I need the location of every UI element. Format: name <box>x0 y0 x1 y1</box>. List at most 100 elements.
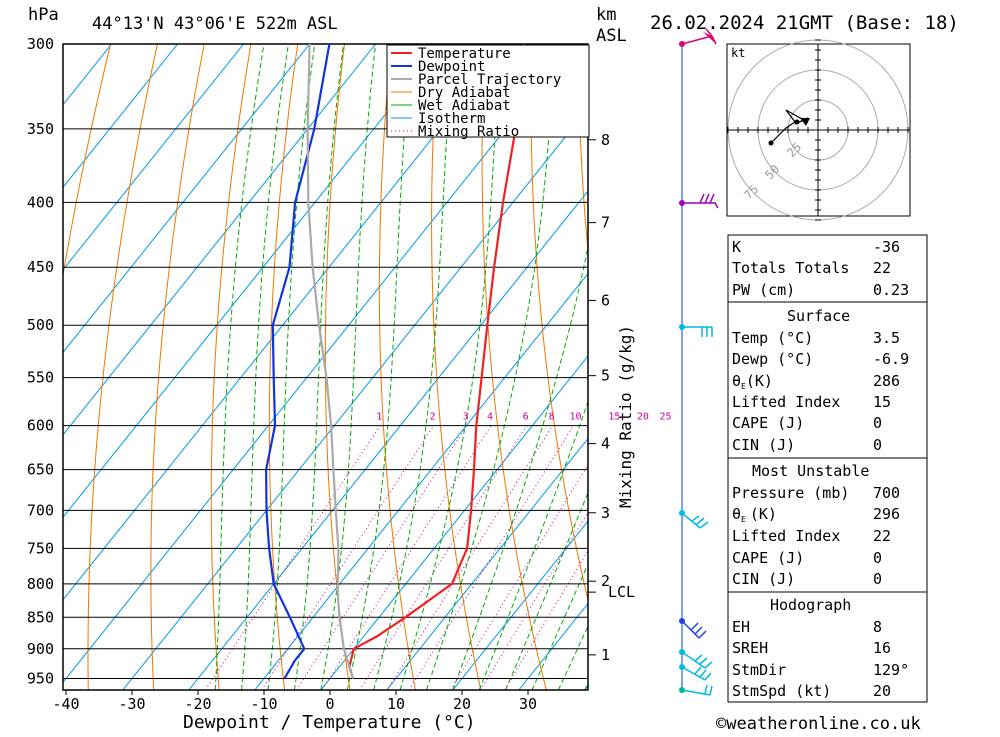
mixing-ratio-label: 4 <box>487 412 493 423</box>
mu-theta-unit: (K) <box>750 505 777 523</box>
dry-adiabat-line <box>906 44 1000 690</box>
mixing-ratio-line <box>408 425 574 690</box>
isotherm-line <box>63 44 245 271</box>
surface-title: Surface <box>787 307 850 325</box>
mixing-ratio-label: 10 <box>569 412 581 423</box>
mixing-ratio-line <box>261 425 435 690</box>
km-tick-label: 3 <box>601 504 610 522</box>
mu-theta-value: 296 <box>873 505 900 523</box>
mixing-ratio-line <box>321 425 492 690</box>
surface-li-value: 15 <box>873 393 891 411</box>
km-tick-label: 4 <box>601 435 610 453</box>
surface-theta-unit: (K) <box>746 372 773 390</box>
isotherm-line <box>254 272 588 690</box>
hodo-eh-label: EH <box>732 618 750 636</box>
mu-theta-symbol: θ <box>732 505 741 523</box>
pressure-tick-label: 750 <box>27 539 54 557</box>
mixing-ratio-label: 3 <box>463 412 469 423</box>
wet-adiabat-line <box>452 244 588 690</box>
surface-dewp-label: Dewp (°C) <box>732 350 813 368</box>
footer-credit: ©weatheronline.co.uk <box>716 714 921 733</box>
pressure-tick-label: 500 <box>27 316 54 334</box>
x-tick-label: 10 <box>387 695 405 713</box>
mixing-ratio-label: 8 <box>549 412 555 423</box>
wind-barb-500 <box>682 326 713 337</box>
mu-cape-value: 0 <box>873 549 882 567</box>
mixing-ratio-line <box>504 549 588 690</box>
dry-adiabat-line <box>150 44 205 690</box>
hodo-stmdir-label: StmDir <box>732 661 786 679</box>
km-tick-label: 8 <box>601 131 610 149</box>
isotherm-line <box>0 44 46 690</box>
x-tick-label: 0 <box>325 695 334 713</box>
dry-adiabat-line <box>87 44 158 690</box>
legend-label-wet-adiabat: Wet Adiabat <box>418 98 511 114</box>
asl-label: ASL <box>596 26 627 46</box>
hodo-stmspd-value: 20 <box>873 682 891 700</box>
mixing-ratio-label: 15 <box>608 412 620 423</box>
copyright-icon: © <box>716 714 727 733</box>
x-tick-label: 30 <box>519 695 537 713</box>
surface-theta-value: 286 <box>873 372 900 390</box>
surface-li-label: Lifted Index <box>732 393 840 411</box>
dry-adiabat-line <box>431 44 482 690</box>
wind-barb-850 <box>681 620 707 639</box>
legend-label-temperature: Temperature <box>418 46 511 62</box>
dry-adiabat-line <box>210 44 252 690</box>
pressure-tick-label: 450 <box>27 258 54 276</box>
wet-adiabat-line <box>214 44 265 690</box>
pressure-tick-label: 900 <box>27 640 54 658</box>
km-axis: 1 2 3 4 5 6 7 8 LCL <box>588 131 635 664</box>
footer-site: weatheronline.co.uk <box>726 714 920 733</box>
most-unstable-table: Most Unstable Pressure (mb) 700 θE (K) 29… <box>727 457 928 593</box>
isotherm-line <box>63 44 113 106</box>
mixing-ratio-line <box>204 425 381 690</box>
mixing-ratio-line <box>296 425 468 690</box>
km-tick-label: 7 <box>601 214 610 232</box>
isotherm-line <box>122 107 588 690</box>
wind-barb-900 <box>681 651 713 669</box>
mu-theta-label: θE (K) <box>732 505 777 524</box>
pressure-tick-label: 850 <box>27 608 54 626</box>
isotherm-line <box>63 44 311 354</box>
x-tick-label: -40 <box>52 695 79 713</box>
mixing-ratio-axis-title: Mixing Ratio (g/kg) <box>616 325 635 508</box>
surface-cin-value: 0 <box>873 436 882 454</box>
index-k-value: -36 <box>873 238 900 256</box>
legend-label-dry-adiabat: Dry Adiabat <box>418 85 511 101</box>
isotherm-line <box>63 44 575 684</box>
wet-adiabat-line <box>267 44 316 690</box>
dry-adiabat-line <box>953 44 1000 690</box>
surface-cape-value: 0 <box>873 414 882 432</box>
mixing-ratio-line <box>449 464 588 690</box>
hodo-stmspd-label: StmSpd (kt) <box>732 682 831 700</box>
mixing-ratio-line <box>386 425 554 690</box>
pressure-tick-label: 650 <box>27 461 54 479</box>
hpa-label: hPa <box>28 5 59 25</box>
isotherm-line <box>386 437 588 690</box>
km-tick-label: 1 <box>601 646 610 664</box>
mu-pressure-label: Pressure (mb) <box>732 484 849 502</box>
hodo-stmdir-value: 129° <box>873 661 909 679</box>
index-table-top: K -36 Totals Totals 22 PW (cm) 0.23 <box>727 234 928 303</box>
wet-adiabat-line <box>241 44 289 690</box>
wind-pennant-300 <box>703 32 716 44</box>
wet-adiabat-line <box>505 491 588 690</box>
index-k-label: K <box>732 238 741 256</box>
wet-adiabat-line <box>293 44 344 690</box>
mixing-ratio-label: 25 <box>660 412 672 423</box>
km-label: km <box>596 5 616 25</box>
hodograph-unit-label: kt <box>731 46 745 60</box>
isotherm-line <box>63 44 377 436</box>
pressure-tick-label: 800 <box>27 575 54 593</box>
legend-label-mixing-ratio: Mixing Ratio <box>418 124 519 140</box>
mixing-ratio-line <box>480 511 588 690</box>
hodo-title: Hodograph <box>770 596 851 614</box>
x-tick-label: -10 <box>250 695 277 713</box>
hodograph-ticks <box>727 39 909 221</box>
isotherm-line <box>63 44 509 601</box>
temperature-axis-ticks: -40 -30 -20 -10 0 10 20 30 <box>52 690 537 713</box>
wind-barb-400 <box>682 193 719 209</box>
profile-parcel-trajectory <box>306 44 355 679</box>
